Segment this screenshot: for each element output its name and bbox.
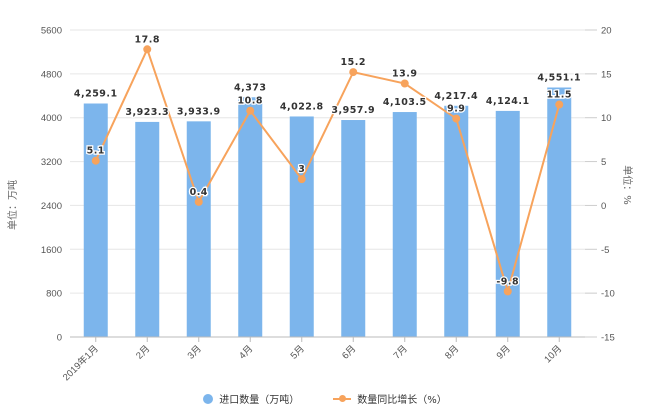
bar-value-label: 4,551.1 [537,73,581,84]
bar[interactable] [83,103,108,337]
y-left-tick-label: 0 [57,333,62,344]
line-point[interactable] [349,68,358,77]
y-right-tick-label: 0 [601,201,606,212]
bar[interactable] [444,105,469,337]
line-point[interactable] [91,156,100,165]
circle-marker-icon [203,393,214,404]
x-tick-label: 2月 [134,343,152,361]
bar-value-label: 3,923.3 [125,107,169,118]
y-right-tick-label: 15 [601,69,612,80]
legend-label: 进口数量（万吨） [219,395,300,406]
line-point[interactable] [246,106,255,115]
x-tick-label: 8月 [443,343,461,361]
bar-value-label: 4,373 [234,82,267,93]
x-tick-label: 4月 [237,343,255,361]
line-value-label: 10.8 [238,96,263,107]
y-right-tick-label: -15 [601,333,615,344]
legend-label: 数量同比增长（%） [357,395,447,406]
right-y-axis: -15 -10 -5 0 5 10 15 20 [585,26,615,344]
y-left-tick-label: 5600 [41,26,62,37]
x-tick-label: 10月 [542,343,564,365]
y-right-tick-label: -5 [601,245,609,256]
bar[interactable] [341,120,366,337]
right-axis-title: 单位：% [621,165,634,205]
y-left-tick-label: 800 [46,289,62,300]
line-value-label: 11.5 [547,90,572,101]
line-point[interactable] [194,197,203,206]
line-point[interactable] [143,45,152,54]
left-axis-title: 单位：万吨 [6,180,19,230]
line-value-label: 13.9 [392,69,417,80]
left-y-axis: 0 800 1600 2400 3200 4000 4800 5600 [41,26,62,344]
line-value-label: 0.4 [190,187,208,198]
bar-value-label: 4,217.4 [434,91,478,102]
line-value-label: 17.8 [135,34,160,45]
bar[interactable] [392,112,417,337]
y-left-tick-label: 1600 [41,245,62,256]
line-value-label: 5.1 [87,146,105,157]
bar-value-label: 4,259.1 [74,89,118,100]
bar[interactable] [238,97,263,337]
x-tick-label: 2019年1月 [60,343,101,384]
line-value-label: 15.2 [341,57,366,68]
line-point[interactable] [452,114,461,123]
x-tick-label: 6月 [340,343,358,361]
line-point[interactable] [555,100,564,109]
legend-item-import-volume[interactable]: 进口数量（万吨） [203,391,299,406]
x-axis-ticks: 2019年1月 2月 3月 4月 5月 6月 7月 8月 9月 10月 [60,337,564,383]
y-left-tick-label: 2400 [41,201,62,212]
y-right-tick-label: 20 [601,26,612,37]
y-left-tick-label: 3200 [41,157,62,168]
bar-value-label: 4,103.5 [383,97,427,108]
bar[interactable] [547,87,572,337]
x-tick-label: 7月 [392,343,410,361]
line-series-yoy-growth [91,45,564,296]
bar-value-label: 3,933.9 [177,106,221,117]
line-point[interactable] [297,175,306,184]
bar[interactable] [495,110,520,337]
bar[interactable] [186,121,211,337]
legend: 进口数量（万吨） 数量同比增长（%） [0,391,650,406]
y-left-tick-label: 4800 [41,69,62,80]
legend-item-yoy-growth[interactable]: 数量同比增长（%） [333,391,447,406]
line-value-label: 9.9 [447,104,465,115]
line-point[interactable] [503,287,512,296]
line-value-label: -9.8 [496,276,519,287]
bar[interactable] [289,116,314,337]
bar-value-label: 3,957.9 [331,105,375,116]
y-right-tick-label: 10 [601,113,612,124]
bar-value-label: 4,022.8 [280,101,324,112]
y-right-tick-label: 5 [601,157,606,168]
line-point[interactable] [400,79,409,88]
x-tick-label: 3月 [186,343,204,361]
line-value-label: 3 [298,164,305,175]
bar-value-label: 4,124.1 [486,96,530,107]
bar-series-import-volume [83,87,572,337]
y-left-tick-label: 4000 [41,113,62,124]
bar[interactable] [135,121,160,337]
x-tick-label: 9月 [495,343,513,361]
y-right-tick-label: -10 [601,289,615,300]
line-marker-icon [333,394,352,402]
x-tick-label: 5月 [289,343,307,361]
data-labels: 4,259.1 3,923.3 3,933.9 4,373 4,022.8 3,957.9… [73,33,582,289]
